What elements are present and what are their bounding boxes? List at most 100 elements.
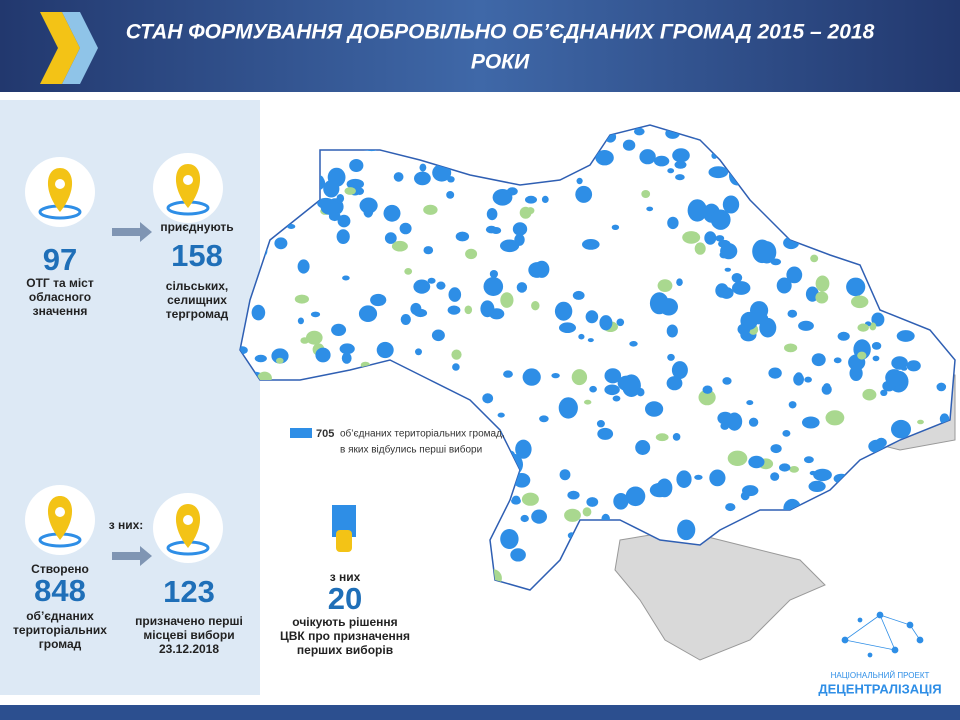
community-area — [336, 229, 350, 245]
community-area — [455, 231, 470, 242]
community-area — [582, 507, 592, 517]
community-area — [629, 341, 638, 347]
community-area — [297, 259, 310, 274]
community-area — [672, 433, 681, 441]
community-area — [599, 315, 613, 331]
icon-hand — [336, 530, 352, 552]
stat-number: 123 — [163, 574, 215, 609]
community-area — [240, 346, 248, 355]
community-area — [446, 191, 455, 199]
community-area — [625, 486, 646, 507]
community-area — [759, 317, 777, 338]
community-area — [582, 239, 600, 250]
community-area — [675, 174, 685, 181]
community-area — [646, 206, 654, 212]
community-area — [722, 377, 732, 385]
community-area — [768, 367, 782, 379]
community-area — [793, 373, 804, 386]
community-area — [512, 222, 528, 236]
stat-label: громад — [39, 637, 82, 651]
community-area — [659, 298, 678, 316]
icon-pin — [47, 496, 73, 540]
community-area — [572, 290, 585, 300]
stat-label: призначено перші — [135, 614, 243, 628]
community-area — [358, 305, 378, 323]
community-area — [480, 300, 495, 318]
stat-label: місцеві вибори — [143, 628, 234, 642]
community-area — [676, 470, 692, 489]
community-area — [595, 150, 614, 166]
community-area — [880, 389, 888, 396]
stat-label: об’єднаних — [26, 609, 94, 623]
community-area — [666, 376, 683, 391]
community-area — [891, 356, 908, 370]
community-area — [901, 366, 908, 371]
community-area — [849, 365, 863, 381]
community-area — [786, 266, 803, 284]
community-area — [667, 216, 679, 230]
community-area — [704, 231, 717, 245]
community-area — [320, 200, 340, 215]
community-area — [674, 160, 687, 169]
community-area — [370, 293, 387, 307]
community-area — [271, 348, 289, 364]
stat-caption: Створено — [31, 562, 89, 576]
stat-label: обласного — [29, 290, 91, 304]
community-area — [811, 353, 826, 367]
stat-label: тергромад — [166, 307, 229, 321]
community-area — [653, 155, 670, 167]
community-area — [667, 168, 675, 174]
community-area — [586, 497, 599, 507]
community-area — [885, 369, 903, 387]
community-area — [612, 395, 621, 402]
community-area — [851, 295, 869, 309]
community-area — [539, 415, 549, 423]
community-area — [709, 469, 726, 487]
community-area — [810, 254, 819, 263]
community-area — [587, 338, 594, 343]
community-area — [727, 450, 748, 466]
community-area — [671, 361, 688, 380]
stat-caption: з них — [330, 570, 361, 584]
community-area — [725, 503, 736, 512]
community-area — [694, 242, 706, 255]
community-area — [635, 440, 651, 455]
icon-pin-dot — [55, 507, 65, 517]
community-area — [815, 275, 830, 292]
community-area — [770, 444, 782, 454]
community-area — [520, 514, 529, 523]
community-area — [452, 363, 460, 371]
community-area — [802, 416, 820, 429]
community-area — [657, 279, 673, 292]
community-area — [740, 491, 750, 501]
community-area — [427, 277, 436, 284]
community-area — [486, 208, 498, 221]
community-area — [672, 148, 690, 163]
community-area — [906, 360, 921, 372]
community-area — [837, 331, 850, 341]
legend-number: 705 — [316, 428, 334, 440]
community-area — [896, 330, 915, 342]
community-area — [482, 393, 494, 404]
community-area — [297, 317, 304, 325]
community-area — [779, 463, 791, 472]
community-area — [510, 548, 526, 562]
community-area — [431, 329, 445, 342]
stat-label: сільських, — [166, 279, 228, 293]
community-area — [584, 399, 592, 405]
community-area — [571, 369, 588, 386]
community-area — [770, 258, 782, 266]
community-area — [415, 348, 422, 356]
icon-pin-dot — [183, 175, 193, 185]
community-area — [564, 508, 581, 522]
community-area — [254, 354, 267, 363]
community-area — [500, 292, 514, 308]
community-area — [809, 470, 817, 476]
community-area — [541, 195, 549, 203]
logo-text: ДЕЦЕНТРАЛІЗАЦІЯ — [818, 681, 941, 696]
community-area — [359, 197, 378, 214]
community-area — [833, 357, 842, 364]
community-area — [578, 333, 585, 340]
community-area — [666, 324, 678, 338]
